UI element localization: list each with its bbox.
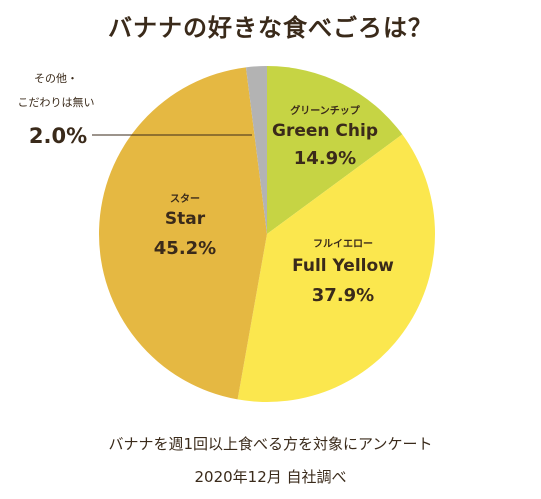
slice-full-yellow (237, 134, 435, 402)
slice-label-pct-other: 2.0% (29, 124, 87, 148)
slice-label-jp-other-line2: こだわりは無い (18, 95, 95, 109)
slice-label-jp-green-chip: グリーンチップ (290, 104, 360, 117)
slice-label-pct-star: 45.2% (154, 238, 216, 259)
slice-label-jp-star: スター (170, 193, 200, 205)
slice-label-pct-full-yellow: 37.9% (312, 285, 374, 306)
footnote-date: 2020年12月 自社調べ (194, 468, 347, 486)
pie-slices (99, 66, 435, 402)
slice-star (99, 67, 267, 400)
slice-label-en-full-yellow: Full Yellow (292, 256, 394, 276)
slice-label-en-star: Star (165, 209, 206, 229)
slice-other (245, 66, 267, 234)
footnote-survey: バナナを週1回以上食べる方を対象にアンケート (108, 435, 433, 453)
slice-green-chip (267, 66, 403, 234)
slice-label-jp-other-line1: その他・ (34, 72, 78, 85)
slice-label-jp-full-yellow: フルイエロー (313, 238, 373, 250)
slice-label-en-green-chip: Green Chip (272, 121, 378, 141)
chart-title: バナナの好きな食べごろは？ (108, 14, 433, 42)
slice-label-pct-green-chip: 14.9% (294, 148, 356, 169)
